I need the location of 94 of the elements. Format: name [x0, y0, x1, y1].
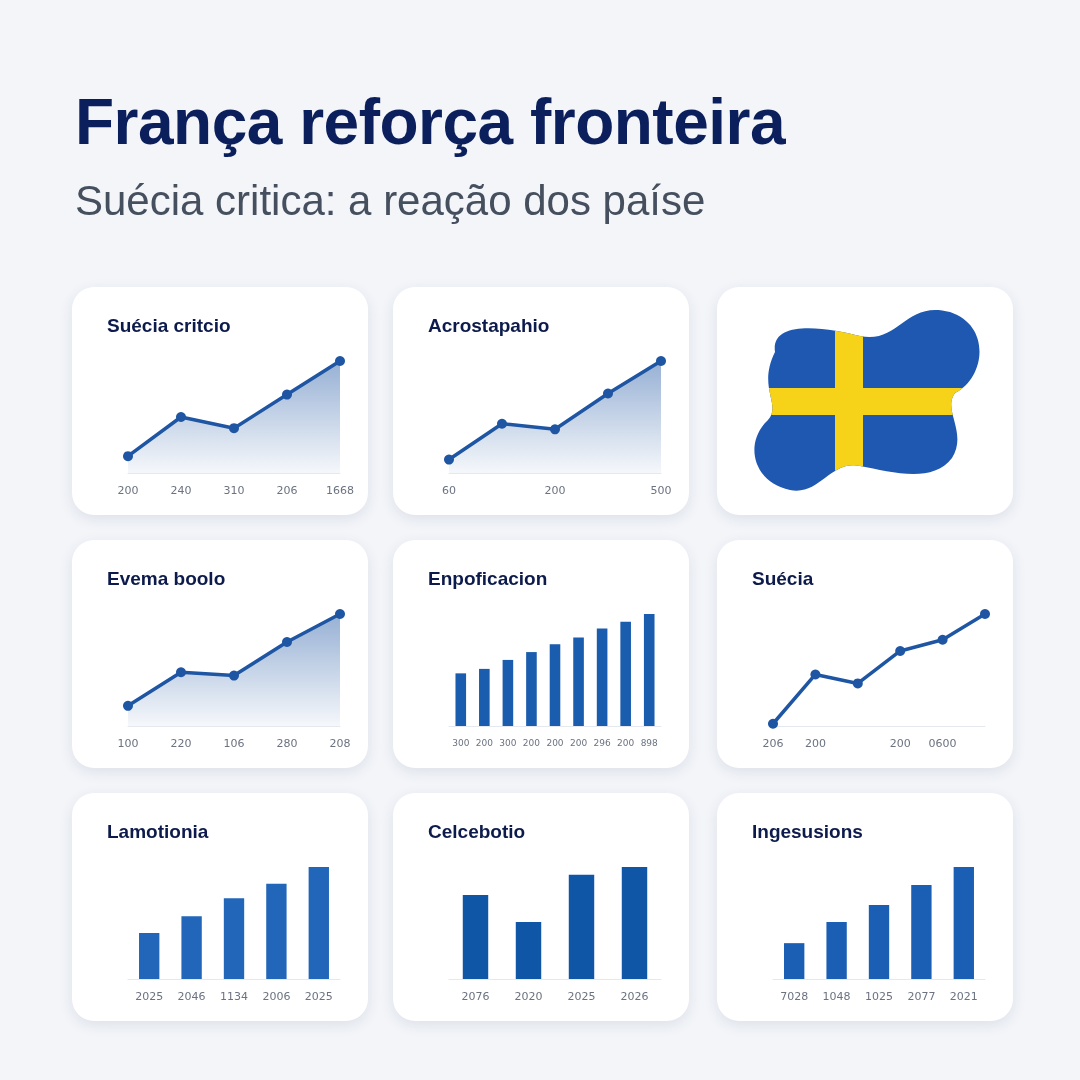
x-tick-label: 206	[276, 484, 298, 497]
x-tick-label: 500	[650, 484, 672, 497]
x-tick-label: 200	[569, 737, 588, 748]
chart-title: Enpoficacion	[428, 568, 548, 589]
x-tick-label: 200	[475, 737, 494, 748]
x-tick-label: 0600	[928, 737, 957, 750]
bar	[573, 637, 584, 726]
point	[335, 609, 345, 619]
x-tick-label: 898	[640, 737, 659, 748]
x-tick-label: 300	[452, 737, 470, 748]
point	[176, 412, 186, 422]
point	[656, 356, 666, 366]
x-tick-label: 296	[593, 737, 611, 748]
bar	[223, 898, 245, 979]
bar	[953, 867, 974, 979]
point	[497, 418, 507, 429]
bar	[479, 668, 490, 726]
x-tick-label: 220	[170, 737, 192, 750]
chart-title: Ingesusions	[752, 821, 863, 842]
bar	[549, 644, 561, 726]
chart-title: Suécia critcio	[107, 315, 231, 336]
x-tick-label: 300	[499, 737, 517, 748]
point	[980, 609, 990, 619]
point	[852, 678, 863, 689]
x-tick-label: 2006	[262, 990, 291, 1003]
x-tick-label: 200	[617, 737, 635, 748]
x-tick-label: 1668	[326, 484, 354, 497]
x-tick-label: 60	[442, 484, 456, 497]
bar	[526, 652, 537, 726]
chart-title: Lamotionia	[107, 821, 209, 842]
bar	[181, 916, 202, 979]
x-tick-label: 280	[276, 737, 298, 750]
x-tick-label: 200	[117, 484, 139, 497]
x-tick-label: 200	[544, 484, 566, 497]
bar	[455, 673, 467, 726]
chart-title: Acrostapahio	[428, 315, 550, 336]
point	[123, 451, 133, 462]
bar	[826, 921, 847, 979]
chart-title: Suécia	[752, 568, 814, 589]
x-tick-label: 200	[889, 737, 911, 750]
point	[810, 669, 821, 680]
x-tick-label: 200	[546, 737, 564, 748]
text: Suécia critica: a reação dos paíse	[75, 177, 707, 225]
x-tick-label: 7028	[780, 990, 809, 1003]
x-tick-label: 200	[522, 737, 541, 748]
x-tick-label: 2025	[304, 990, 333, 1003]
text: França reforça fronteira	[75, 85, 787, 159]
x-tick-label: 100	[117, 737, 139, 750]
point	[123, 700, 133, 711]
x-tick-label: 2046	[177, 990, 206, 1003]
x-tick-label: 2076	[461, 990, 490, 1003]
bar	[911, 884, 932, 979]
x-tick-label: 206	[762, 737, 784, 750]
point	[444, 454, 454, 465]
x-tick-label: 2026	[620, 990, 649, 1003]
x-tick-label: 1048	[822, 990, 851, 1003]
x-tick-label: 2025	[135, 990, 164, 1003]
bar	[502, 659, 514, 726]
x-tick-label: 310	[223, 484, 245, 497]
bar	[596, 628, 608, 726]
x-tick-label: 106	[223, 737, 245, 750]
bar	[266, 883, 287, 979]
x-tick-label: 200	[804, 737, 826, 750]
bar	[784, 943, 805, 979]
bar	[643, 614, 655, 726]
bar	[868, 905, 890, 979]
point	[176, 667, 186, 678]
bar	[621, 867, 648, 979]
x-tick-label: 2020	[514, 990, 543, 1003]
x-tick-label: 2021	[949, 990, 978, 1003]
point	[335, 356, 345, 366]
point	[282, 637, 292, 647]
point	[603, 388, 613, 399]
chart-title: Celcebotio	[428, 821, 526, 842]
bar	[139, 933, 160, 979]
bar	[308, 867, 329, 979]
point	[768, 718, 778, 729]
point	[282, 389, 292, 400]
point	[229, 670, 239, 681]
bar	[462, 895, 489, 979]
x-tick-label: 2025	[567, 990, 596, 1003]
bar	[620, 621, 631, 726]
bar	[515, 921, 542, 979]
x-tick-label: 2077	[907, 990, 936, 1003]
point	[550, 424, 560, 435]
bar	[568, 874, 595, 979]
point	[229, 423, 239, 434]
point	[937, 634, 948, 645]
x-tick-label: 240	[170, 484, 192, 497]
x-tick-label: 1025	[865, 990, 893, 1003]
chart-title: Evema boolo	[107, 568, 226, 589]
x-tick-label: 208	[329, 737, 351, 750]
x-tick-label: 1134	[220, 990, 248, 1003]
point	[895, 645, 906, 656]
